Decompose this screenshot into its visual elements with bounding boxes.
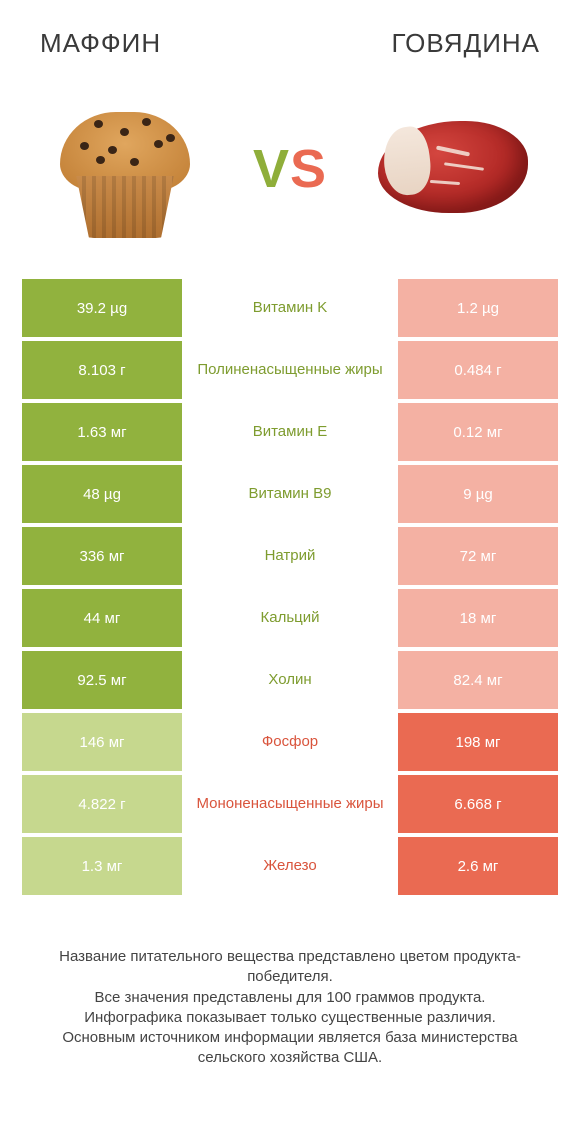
- vs-s: S: [290, 139, 327, 199]
- table-row: 39.2 µgВитамин K1.2 µg: [22, 279, 558, 337]
- vs-v: V: [253, 139, 290, 199]
- left-value: 8.103 г: [22, 341, 182, 399]
- table-row: 48 µgВитамин B99 µg: [22, 465, 558, 523]
- left-value: 336 мг: [22, 527, 182, 585]
- nutrient-label: Витамин E: [182, 403, 398, 461]
- left-value: 1.3 мг: [22, 837, 182, 895]
- nutrient-label: Кальций: [182, 589, 398, 647]
- right-value: 1.2 µg: [398, 279, 558, 337]
- right-value: 2.6 мг: [398, 837, 558, 895]
- left-value: 4.822 г: [22, 775, 182, 833]
- right-value: 6.668 г: [398, 775, 558, 833]
- right-value: 9 µg: [398, 465, 558, 523]
- header: МАФФИН ГОВЯДИНА: [0, 0, 580, 69]
- beef-icon: [370, 99, 540, 239]
- right-value: 198 мг: [398, 713, 558, 771]
- nutrient-label: Витамин B9: [182, 465, 398, 523]
- left-value: 146 мг: [22, 713, 182, 771]
- table-row: 146 мгФосфор198 мг: [22, 713, 558, 771]
- footer-line: Инфографика показывает только существенн…: [34, 1008, 546, 1028]
- muffin-icon: [50, 94, 200, 244]
- comparison-table: 39.2 µgВитамин K1.2 µg8.103 гПолиненасыщ…: [0, 279, 580, 895]
- left-product-image: [30, 89, 220, 249]
- left-product-title: МАФФИН: [40, 28, 161, 59]
- table-row: 44 мгКальций18 мг: [22, 589, 558, 647]
- nutrient-label: Натрий: [182, 527, 398, 585]
- footer-line: Название питательного вещества представл…: [34, 947, 546, 988]
- right-product-title: ГОВЯДИНА: [391, 28, 540, 59]
- right-value: 18 мг: [398, 589, 558, 647]
- nutrient-label: Полиненасыщенные жиры: [182, 341, 398, 399]
- right-value: 0.12 мг: [398, 403, 558, 461]
- right-product-image: [360, 89, 550, 249]
- right-value: 82.4 мг: [398, 651, 558, 709]
- nutrient-label: Фосфор: [182, 713, 398, 771]
- left-value: 44 мг: [22, 589, 182, 647]
- table-row: 1.3 мгЖелезо2.6 мг: [22, 837, 558, 895]
- hero-row: VS: [0, 69, 580, 279]
- left-value: 92.5 мг: [22, 651, 182, 709]
- nutrient-label: Витамин K: [182, 279, 398, 337]
- left-value: 1.63 мг: [22, 403, 182, 461]
- footer-notes: Название питательного вещества представл…: [0, 899, 580, 1069]
- table-row: 92.5 мгХолин82.4 мг: [22, 651, 558, 709]
- left-value: 39.2 µg: [22, 279, 182, 337]
- nutrient-label: Мононенасыщенные жиры: [182, 775, 398, 833]
- footer-line: Основным источником информации является …: [34, 1028, 546, 1069]
- nutrient-label: Холин: [182, 651, 398, 709]
- table-row: 8.103 гПолиненасыщенные жиры0.484 г: [22, 341, 558, 399]
- table-row: 1.63 мгВитамин E0.12 мг: [22, 403, 558, 461]
- footer-line: Все значения представлены для 100 граммо…: [34, 988, 546, 1008]
- right-value: 72 мг: [398, 527, 558, 585]
- table-row: 4.822 гМононенасыщенные жиры6.668 г: [22, 775, 558, 833]
- nutrient-label: Железо: [182, 837, 398, 895]
- table-row: 336 мгНатрий72 мг: [22, 527, 558, 585]
- right-value: 0.484 г: [398, 341, 558, 399]
- left-value: 48 µg: [22, 465, 182, 523]
- vs-label: VS: [253, 138, 327, 200]
